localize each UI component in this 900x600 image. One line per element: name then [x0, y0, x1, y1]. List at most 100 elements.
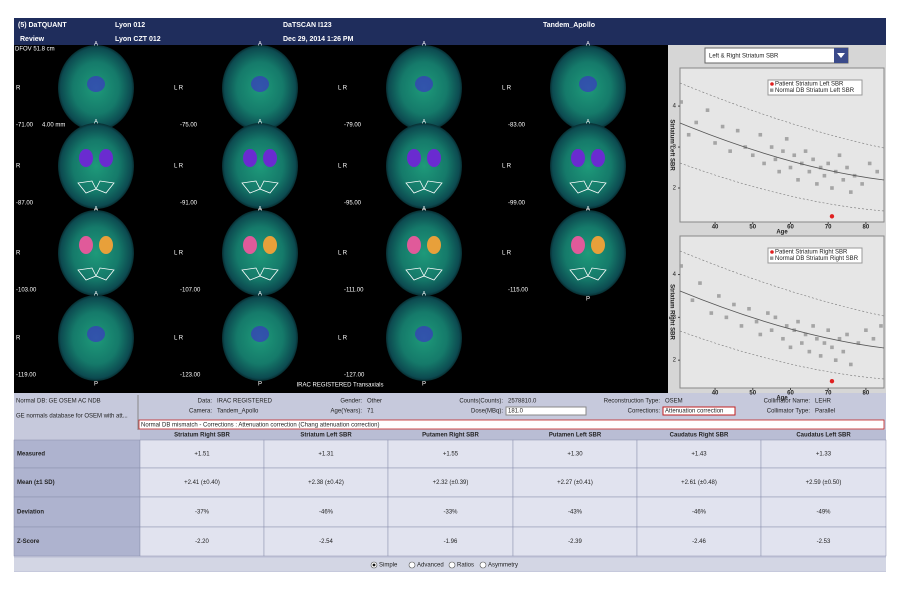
slice-position: -75.00 — [180, 123, 198, 129]
field-label: Reconstruction Type: — [604, 399, 661, 405]
slice-position: -107.00 — [180, 288, 201, 294]
slice-position: -71.00 — [16, 123, 34, 129]
cell-value: -2.20 — [195, 539, 209, 545]
cell — [387, 496, 514, 528]
normal-point — [796, 319, 800, 324]
normal-point — [837, 336, 842, 341]
x-axis-label: Age — [776, 396, 788, 402]
roi-outline — [569, 267, 607, 281]
cell-value: -43% — [568, 510, 583, 516]
normal-point — [849, 190, 853, 194]
row-label-cell — [13, 496, 141, 528]
warning-row — [138, 419, 885, 430]
normal-point — [717, 294, 721, 298]
cell-value: -46% — [319, 510, 334, 516]
orientation-right: L R — [174, 86, 184, 92]
radio-label: Advanced — [417, 563, 444, 569]
normal-point — [747, 306, 751, 311]
orientation-anterior: A — [586, 42, 590, 48]
x-tick-label: 70 — [825, 225, 832, 231]
roi-outline — [77, 180, 115, 194]
field-label: Gender: — [340, 399, 362, 405]
field-label: Collimator Type: — [767, 409, 811, 415]
cell-value: -33% — [443, 510, 458, 516]
orientation-right: L R — [338, 336, 348, 342]
striatum-uptake — [427, 236, 441, 254]
orientation-right: L R — [338, 251, 348, 257]
field-value: Attenuation correction — [665, 409, 723, 415]
orientation-anterior: A — [258, 120, 262, 126]
orientation-anterior: A — [94, 42, 98, 48]
normal-point — [713, 141, 717, 145]
x-tick-label: 40 — [712, 225, 719, 231]
normal-point — [822, 341, 827, 345]
y-axis-label: Striatum Left SBR — [668, 119, 674, 171]
db-description: GE normals database for OSEM with att... — [16, 414, 128, 420]
normal-point — [709, 311, 714, 315]
normal-point — [822, 173, 827, 178]
dropdown-text[interactable]: Left & Right Striatum SBR — [709, 54, 779, 60]
orientation-anterior: A — [258, 207, 262, 213]
orientation-posterior: P — [258, 382, 262, 388]
warning-box — [662, 406, 736, 416]
cell-value: +2.27 (±0.41) — [557, 480, 593, 486]
radio-button[interactable] — [408, 561, 416, 569]
x-tick-label: 70 — [825, 391, 832, 397]
x-tick-label: 50 — [749, 225, 756, 231]
normal-point — [739, 324, 744, 328]
orientation-right: L R — [174, 336, 184, 342]
normal-point — [728, 149, 732, 153]
orientation-anterior: A — [586, 207, 590, 213]
field-value: 2578810.0 — [508, 399, 537, 405]
cell-value: -2.53 — [817, 539, 831, 545]
normal-point — [879, 324, 883, 328]
orientation-right: R — [16, 164, 21, 170]
patient-point — [829, 214, 835, 219]
upper-bound — [679, 82, 885, 149]
y-tick-label: 3 — [673, 145, 677, 151]
striatum-uptake — [427, 149, 441, 167]
orientation-right: R — [16, 86, 21, 92]
x-tick-label: 60 — [787, 225, 794, 231]
brain-slice — [222, 123, 298, 209]
radio-button[interactable] — [448, 561, 456, 569]
cell-value: +2.38 (±0.42) — [308, 480, 344, 486]
y-tick-label: 3 — [673, 315, 677, 321]
orientation-anterior: A — [586, 120, 590, 126]
normal-point — [762, 161, 766, 166]
normal-point — [849, 362, 853, 367]
legend-normal: Normal DB Striatum Left SBR — [775, 88, 855, 94]
cell-value: -37% — [195, 510, 210, 516]
normal-point — [830, 345, 834, 350]
patient-name: Lyon 012 — [115, 22, 145, 29]
normal-point — [826, 161, 830, 166]
normal-point — [754, 319, 759, 324]
normal-point — [818, 165, 823, 170]
radio-button[interactable] — [479, 561, 487, 569]
uptake — [579, 76, 597, 92]
field-value: LEHR — [815, 399, 832, 405]
slice-position: -123.00 — [180, 373, 201, 379]
cell — [512, 526, 638, 557]
cell-value: +1.51 — [194, 452, 210, 458]
field-value: Tandem_Apollo — [217, 409, 259, 415]
normal-point — [811, 157, 815, 162]
row-label: Measured — [17, 452, 45, 458]
normal-point — [796, 178, 800, 182]
normal-point — [750, 153, 755, 158]
uptake — [415, 76, 433, 92]
y-tick-label: 2 — [673, 186, 677, 192]
brain-slice — [222, 210, 298, 296]
slice-position: -111.00 — [344, 288, 364, 294]
cell — [387, 526, 514, 557]
normal-point — [826, 328, 830, 332]
normal-point — [799, 341, 804, 345]
roi-outline — [241, 180, 279, 194]
cell-value: +2.32 (±0.39) — [433, 480, 469, 486]
striatum-uptake — [99, 236, 113, 254]
row-label: Deviation — [17, 510, 44, 516]
orientation-right: L R — [338, 164, 348, 170]
slice-position: -79.00 — [344, 123, 362, 129]
orientation-anterior: A — [422, 42, 426, 48]
x-tick-label: 80 — [863, 225, 870, 231]
